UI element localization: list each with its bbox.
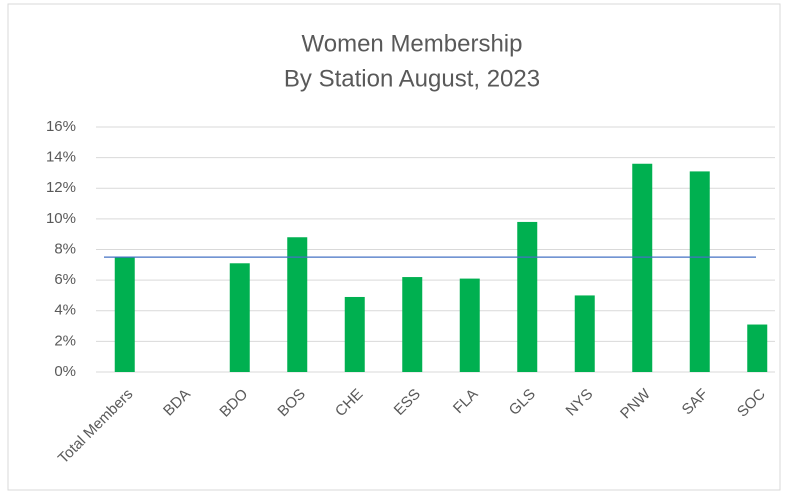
bar: [459, 278, 480, 372]
y-tick-label: 8%: [54, 240, 76, 257]
chart-subtitle: By Station August, 2023: [284, 65, 540, 92]
bar: [574, 295, 595, 372]
bar: [689, 171, 710, 372]
y-tick-label: 6%: [54, 271, 76, 288]
bar: [287, 237, 308, 372]
y-tick-label: 14%: [46, 149, 76, 166]
bar: [114, 257, 135, 372]
y-tick-label: 4%: [54, 302, 76, 319]
y-tick-label: 16%: [46, 118, 76, 135]
bar: [747, 324, 768, 372]
y-tick-label: 2%: [54, 332, 76, 349]
bar: [402, 277, 423, 372]
y-tick-label: 10%: [46, 210, 76, 227]
bar: [517, 221, 538, 372]
y-tick-label: 0%: [54, 363, 76, 380]
bar: [229, 263, 250, 372]
y-tick-label: 12%: [46, 179, 76, 196]
bar: [632, 163, 653, 372]
chart-title: Women Membership: [302, 30, 523, 57]
bar: [344, 296, 365, 372]
